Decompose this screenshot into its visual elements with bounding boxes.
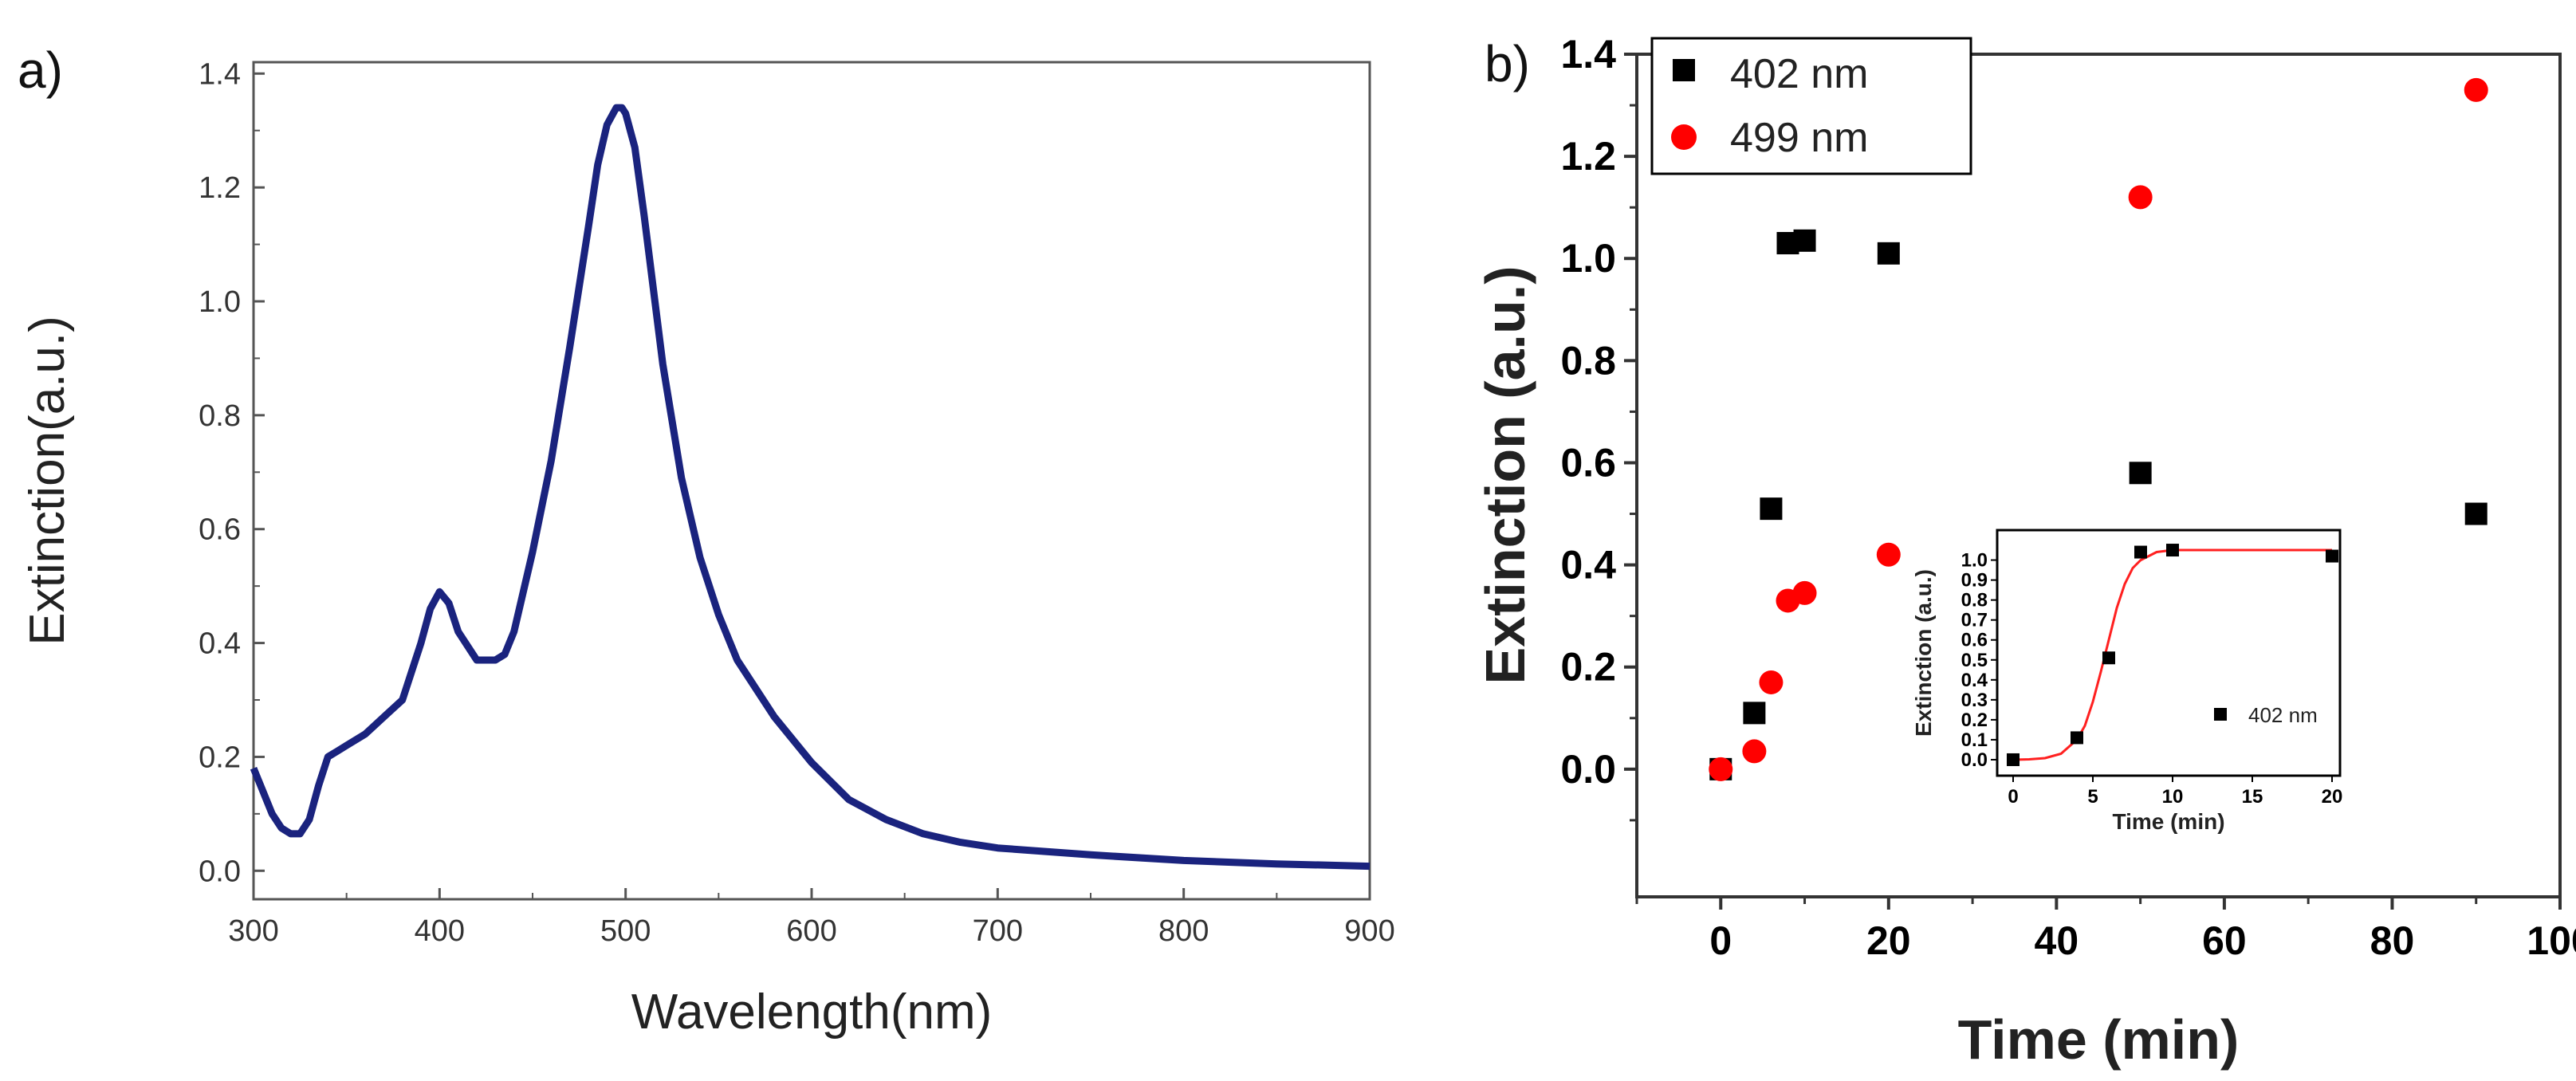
panel-a-ytick-label: 0.6 (199, 513, 241, 547)
inset-point-402nm (2007, 753, 2020, 766)
inset-ylabel: Extinction (a.u.) (1911, 569, 1936, 737)
point-402nm (1760, 497, 1783, 521)
panel-a-xtick-label: 400 (415, 914, 465, 948)
inset-xtick-label: 20 (2322, 786, 2343, 808)
inset-point-402nm (2134, 545, 2147, 559)
panel-b-ytick-label: 1.4 (1560, 32, 1616, 77)
point-499nm (2464, 77, 2488, 102)
panel-a-ytick-label: 0.4 (199, 627, 241, 661)
inset-xlabel: Time (min) (2112, 809, 2224, 834)
inset-xtick-label: 15 (2242, 786, 2263, 808)
panel-a-ytick-label: 0.2 (199, 741, 241, 774)
legend-marker-499nm (1671, 124, 1697, 150)
panel-a-ylabel: Extinction(a.u.) (20, 316, 75, 646)
panel-b-xlabel: Time (min) (1958, 1008, 2240, 1071)
inset-ytick-label: 0.6 (1961, 630, 1988, 651)
panel-a-label: a) (18, 41, 63, 99)
panel-a-xtick-label: 700 (973, 914, 1023, 948)
point-402nm (2464, 502, 2488, 525)
panel-a-xtick-label: 500 (600, 914, 651, 948)
panel-b-ytick-label: 1.2 (1560, 134, 1616, 179)
inset-point-402nm (2326, 549, 2338, 563)
panel-b-ytick-label: 0.2 (1560, 645, 1616, 690)
inset-ytick-label: 0.9 (1961, 570, 1988, 592)
point-402nm (1793, 229, 1816, 252)
panel-b-xtick-label: 40 (2035, 918, 2079, 963)
point-499nm (1742, 739, 1767, 764)
legend-label-499nm: 499 nm (1730, 115, 1868, 161)
legend-label-402nm: 402 nm (1730, 51, 1868, 97)
inset-ytick-label: 0.4 (1961, 670, 1988, 691)
panel-b-ylabel: Extinction (a.u.) (1474, 266, 1536, 685)
panel-a-axes-frame (252, 61, 1371, 901)
inset-point-402nm (2071, 731, 2083, 745)
panel-a-ytick-label: 1.2 (199, 171, 241, 205)
panel-b-ytick-label: 1.0 (1560, 236, 1616, 281)
panel-b-axes-frame (1635, 53, 2562, 898)
inset-chart: 0 5 10 15 20 0.00.10.20.30.40.50.60.70.80.91.… (1911, 529, 2343, 834)
point-402nm (1743, 702, 1766, 725)
panel-b-label: b) (1485, 35, 1530, 92)
legend-box (1650, 37, 1972, 175)
inset-ytick-label: 0.0 (1961, 749, 1988, 771)
inset-ytick-label: 0.3 (1961, 690, 1988, 711)
panel-b-ytick-label: 0.6 (1560, 440, 1616, 485)
point-499nm (1759, 670, 1784, 694)
legend: 402 nm 499 nm (1650, 37, 1972, 175)
spectrum-line (250, 104, 1371, 871)
panel-b-ytick-label: 0.4 (1560, 543, 1616, 588)
panel-a-ytick-label: 0.8 (199, 399, 241, 433)
inset-ytick-label: 0.8 (1961, 590, 1988, 611)
panel-b-xtick-label: 60 (2202, 918, 2247, 963)
panel-b-xtick-label: 100 (2527, 918, 2576, 963)
panel-a-xtick-label: 900 (1344, 914, 1394, 948)
inset-ytick-label: 1.0 (1961, 550, 1988, 572)
inset-point-402nm (2166, 544, 2179, 557)
inset-xtick-label: 0 (2008, 786, 2018, 808)
panel-a-ytick-label: 1.0 (199, 285, 241, 319)
point-499nm (1792, 580, 1817, 605)
panel-a-xtick-label: 600 (786, 914, 836, 948)
inset-ytick-label: 0.7 (1961, 610, 1988, 631)
inset-legend-label: 402 nm (2248, 703, 2318, 727)
inset-axes-frame (1996, 529, 2342, 777)
panel-a-xtick-label: 800 (1158, 914, 1209, 948)
inset-point-402nm (2102, 651, 2115, 665)
point-499nm (2128, 185, 2153, 210)
panel-a-chart: 300 400 500 600 700 800 900 0.0 0.2 0.4 0.6 0.8 1.0 1… (20, 57, 1395, 1040)
panel-b-xtick-label: 0 (1709, 918, 1732, 963)
panel-b-xtick-label: 20 (1866, 918, 1911, 963)
inset-legend-marker (2214, 708, 2227, 721)
point-402nm (2129, 462, 2152, 485)
panel-a-ytick-label: 0.0 (199, 855, 241, 888)
inset-ytick-label: 0.1 (1961, 729, 1988, 751)
point-499nm (1709, 757, 1733, 781)
panel-b-ytick-label: 0.0 (1560, 747, 1616, 792)
panel-b-chart: 0204060801000.00.20.40.60.81.01.21.4 Tim… (1474, 32, 2576, 1071)
panel-a-xlabel: Wavelength(nm) (631, 985, 993, 1040)
panel-b-xtick-label: 80 (2370, 918, 2415, 963)
legend-marker-402nm (1673, 59, 1695, 81)
point-402nm (1877, 242, 1900, 265)
inset-xtick-label: 5 (2087, 786, 2098, 808)
panel-a-ytick-label: 1.4 (199, 57, 241, 91)
point-499nm (1876, 542, 1901, 567)
inset-xtick-label: 10 (2162, 786, 2184, 808)
panel-b-ytick-label: 0.8 (1560, 338, 1616, 383)
inset-ytick-label: 0.5 (1961, 650, 1988, 671)
inset-ytick-label: 0.2 (1961, 710, 1988, 731)
panel-a-xtick-label: 300 (228, 914, 278, 948)
